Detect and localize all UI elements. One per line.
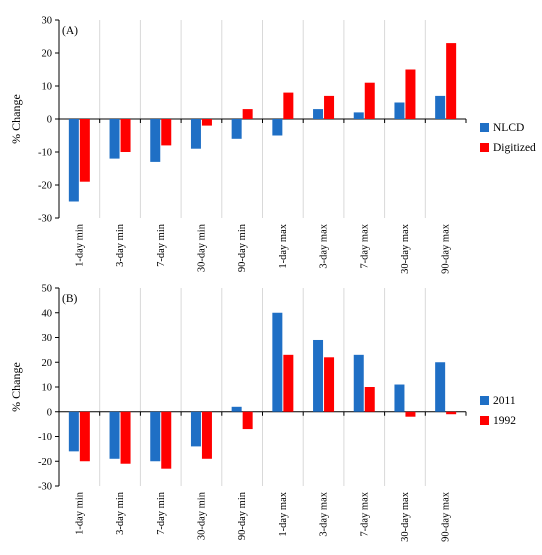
bar-1992-3-day-min (120, 411, 131, 464)
x-tick-label: 90-day max (441, 491, 452, 542)
bar-digitized-3-day-min (120, 119, 131, 152)
x-tick-label: 3-day min (115, 223, 126, 267)
x-tick-label: 7-day max (359, 223, 370, 268)
bar-nlcd-30-day-min (190, 119, 201, 149)
x-tick-label: 90-day max (441, 223, 452, 274)
bar-nlcd-30-day-max (394, 102, 405, 119)
bar-2011-90-day-max (435, 362, 446, 412)
y-tick-label: 20 (42, 49, 53, 60)
bar-2011-3-day-min (109, 411, 120, 459)
bar-1992-90-day-max (446, 411, 457, 415)
chart-panel-a: -30 -20 -10 0 10 20 30 1-day min 3-day min 7-day … (9, 16, 536, 274)
bar-2011-90-day-min (231, 406, 242, 412)
panel-label: (A) (62, 25, 78, 37)
legend-label: NLCD (493, 122, 524, 134)
bar-nlcd-90-day-max (435, 95, 446, 119)
legend-label: 2011 (493, 395, 516, 407)
legend-label: Digitized (493, 142, 536, 154)
y-tick-label: 10 (42, 383, 53, 394)
x-tick-label: 7-day min (156, 223, 167, 267)
bar-digitized-90-day-max (446, 43, 457, 119)
bar-2011-30-day-min (190, 411, 201, 447)
bar-nlcd-7-day-max (353, 112, 364, 119)
bar-1992-3-day-max (324, 357, 335, 412)
x-tick-label: 7-day max (359, 491, 370, 536)
y-axis-title: % Change (9, 362, 23, 412)
x-tick-label: 1-day min (74, 491, 85, 535)
x-tick-label: 3-day max (319, 223, 330, 268)
x-tick-label: 3-day min (115, 491, 126, 535)
bar-digitized-90-day-min (242, 109, 253, 119)
y-tick-label: -30 (38, 214, 52, 225)
bar-nlcd-1-day-max (272, 119, 283, 136)
y-tick-label: 0 (47, 115, 52, 126)
panel-label: (B) (62, 293, 78, 305)
x-tick-label: 1-day max (278, 223, 289, 268)
bar-nlcd-1-day-min (68, 119, 79, 202)
y-tick-label: -30 (38, 482, 52, 493)
bar-2011-1-day-min (68, 411, 79, 452)
y-tick-label: -20 (38, 181, 52, 192)
y-tick-label: 50 (42, 284, 53, 295)
bar-nlcd-3-day-min (109, 119, 120, 159)
x-tick-label: 30-day max (400, 491, 411, 542)
bar-nlcd-7-day-min (150, 119, 161, 162)
y-tick-label: 0 (47, 407, 52, 418)
bar-1992-1-day-min (79, 411, 90, 462)
y-tick-label: 40 (42, 308, 53, 319)
y-axis-title: % Change (9, 94, 23, 144)
bar-digitized-30-day-max (405, 69, 416, 119)
bar-digitized-7-day-max (364, 82, 375, 119)
legend-label: 1992 (493, 415, 516, 427)
y-tick-label: 10 (42, 82, 53, 93)
x-tick-label: 1-day max (278, 491, 289, 536)
x-tick-label: 30-day min (196, 491, 207, 540)
bar-digitized-1-day-min (79, 119, 90, 182)
bar-digitized-30-day-min (201, 119, 212, 126)
legend-swatch (480, 396, 489, 405)
x-tick-label: 90-day min (237, 491, 248, 540)
bar-2011-3-day-max (313, 339, 324, 412)
y-tick-label: 30 (42, 333, 53, 344)
y-tick-label: 20 (42, 358, 53, 369)
legend-swatch (480, 143, 489, 152)
x-tick-label: 30-day max (400, 223, 411, 274)
bar-1992-7-day-max (364, 387, 375, 412)
bar-2011-7-day-min (150, 411, 161, 462)
x-tick-label: 90-day min (237, 223, 248, 272)
bar-digitized-3-day-max (324, 95, 335, 119)
legend-swatch (480, 416, 489, 425)
x-tick-label: 1-day min (74, 223, 85, 267)
x-tick-label: 30-day min (196, 223, 207, 272)
legend-swatch (480, 123, 489, 132)
chart-panel-b: -30 -20 -10 0 10 20 30 40 50 1-day min 3-day min 7-… (9, 284, 516, 542)
bar-1992-30-day-min (201, 411, 212, 459)
bar-nlcd-3-day-max (313, 109, 324, 119)
y-tick-label: 30 (42, 16, 53, 27)
bar-1992-30-day-max (405, 411, 416, 417)
bar-1992-7-day-min (161, 411, 172, 469)
x-tick-label: 7-day min (156, 491, 167, 535)
bar-nlcd-90-day-min (231, 119, 242, 139)
y-tick-label: -10 (38, 432, 52, 443)
y-tick-label: -10 (38, 148, 52, 159)
bar-1992-1-day-max (283, 354, 294, 412)
bar-2011-1-day-max (272, 312, 283, 412)
y-tick-label: -20 (38, 457, 52, 468)
bar-2011-7-day-max (353, 354, 364, 412)
bar-2011-30-day-max (394, 384, 405, 412)
bar-digitized-1-day-max (283, 92, 294, 119)
x-tick-label: 3-day max (319, 491, 330, 536)
bar-1992-90-day-min (242, 411, 253, 430)
bar-digitized-7-day-min (161, 119, 172, 146)
